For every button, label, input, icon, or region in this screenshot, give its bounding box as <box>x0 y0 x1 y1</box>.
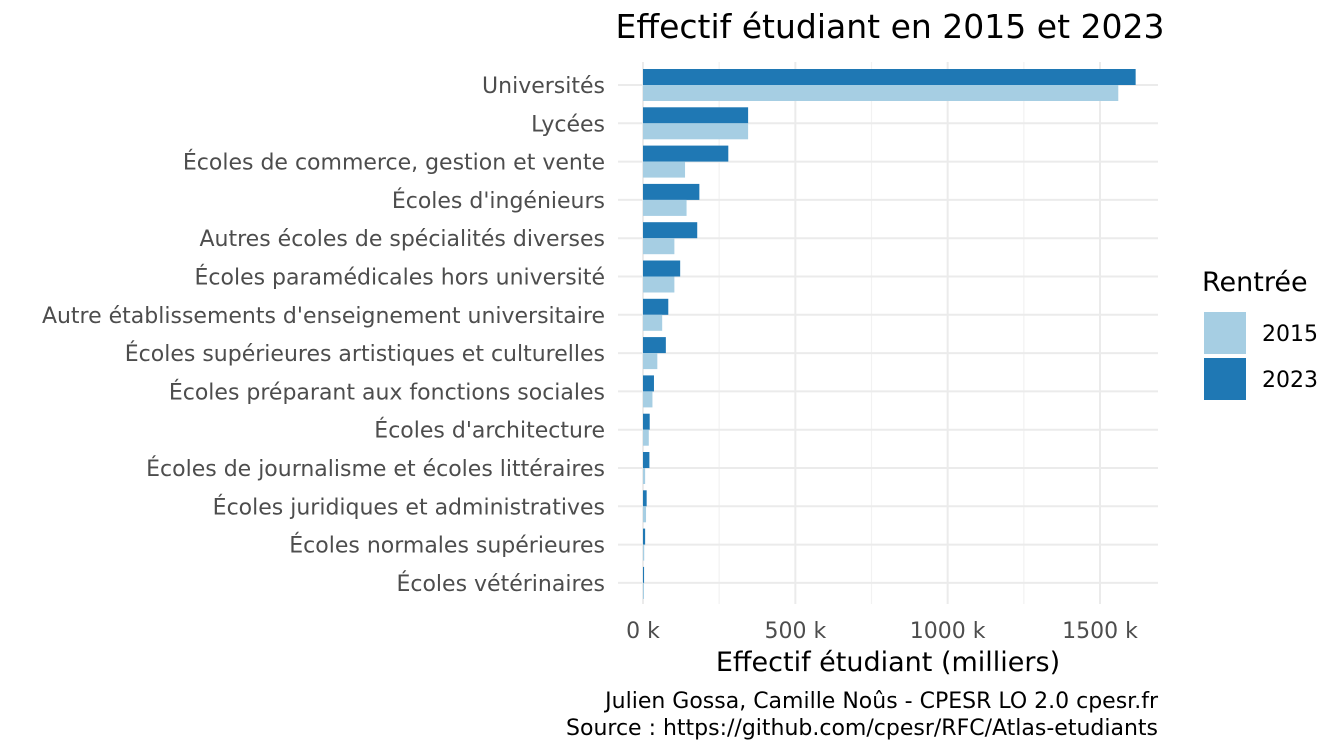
bars <box>643 69 1136 599</box>
bar-2023 <box>643 69 1136 85</box>
y-tick-label: Lycées <box>531 112 605 137</box>
y-tick-label: Écoles préparant aux fonctions sociales <box>169 379 605 405</box>
bar-2015 <box>643 391 653 408</box>
bar-2015 <box>643 276 675 293</box>
y-tick-label: Écoles paramédicales hors université <box>195 265 606 291</box>
bar-2023 <box>643 337 666 354</box>
legend: Rentrée 2015 2023 <box>1202 267 1318 400</box>
bar-2015 <box>643 468 646 484</box>
y-tick-label: Écoles d'ingénieurs <box>392 188 605 214</box>
bar-2023 <box>643 260 681 277</box>
x-axis-label: Effectif étudiant (milliers) <box>716 647 1060 678</box>
legend-swatch-2023 <box>1204 358 1246 400</box>
y-tick-label: Universités <box>482 74 605 99</box>
legend-label: 2015 <box>1262 322 1318 347</box>
y-tick-label: Écoles vétérinaires <box>396 571 605 597</box>
bar-2023 <box>643 413 650 430</box>
bar-2023 <box>643 183 700 200</box>
caption-credits: Julien Gossa, Camille Noûs - CPESR LO 2.… <box>603 689 1159 714</box>
bar-2015 <box>643 544 645 561</box>
bar-2015 <box>643 85 1119 101</box>
bar-2015 <box>643 353 658 370</box>
bar-2015 <box>643 582 644 599</box>
y-tick-label: Autres écoles de spécialités diverses <box>200 227 606 252</box>
bar-2023 <box>643 452 650 468</box>
grid <box>618 62 1158 604</box>
y-tick-label: Écoles supérieures artistiques et cultur… <box>125 341 605 367</box>
bar-2023 <box>643 375 654 392</box>
legend-label: 2023 <box>1262 368 1318 393</box>
bar-2015 <box>643 238 675 255</box>
y-tick-label: Écoles de commerce, gestion et vente <box>183 150 605 176</box>
bar-2023 <box>643 490 647 507</box>
x-tick-labels: 0 k 500 k 1000 k 1500 k <box>626 619 1138 644</box>
bar-2023 <box>643 298 669 315</box>
y-tick-label: Autre établissements d'enseignement univ… <box>42 304 605 329</box>
bar-2015 <box>643 429 649 446</box>
chart-title: Effectif étudiant en 2015 et 2023 <box>616 7 1165 46</box>
legend-title: Rentrée <box>1202 267 1308 298</box>
bar-2023 <box>643 528 646 545</box>
y-tick-labels: Universités Lycées Écoles de commerce, ges… <box>42 74 605 597</box>
bar-2015 <box>643 199 687 216</box>
bar-2015 <box>643 314 663 331</box>
x-tick-label: 500 k <box>764 619 826 644</box>
legend-swatch-2015 <box>1204 312 1246 354</box>
x-tick-label: 0 k <box>626 619 660 644</box>
caption-source: Source : https://github.com/cpesr/RFC/At… <box>566 716 1158 741</box>
bar-2023 <box>643 566 645 583</box>
bar-2015 <box>643 123 749 140</box>
x-tick-label: 1500 k <box>1062 619 1138 644</box>
bar-2015 <box>643 506 647 523</box>
y-tick-label: Écoles normales supérieures <box>289 533 605 559</box>
y-tick-label: Écoles juridiques et administratives <box>213 494 605 520</box>
y-tick-label: Écoles de journalisme et écoles littérai… <box>146 456 605 482</box>
bar-2023 <box>643 107 749 124</box>
bar-2023 <box>643 145 729 162</box>
bar-2023 <box>643 222 698 239</box>
x-tick-label: 1000 k <box>910 619 986 644</box>
y-tick-label: Écoles d'architecture <box>374 418 605 444</box>
bar-2015 <box>643 161 686 178</box>
